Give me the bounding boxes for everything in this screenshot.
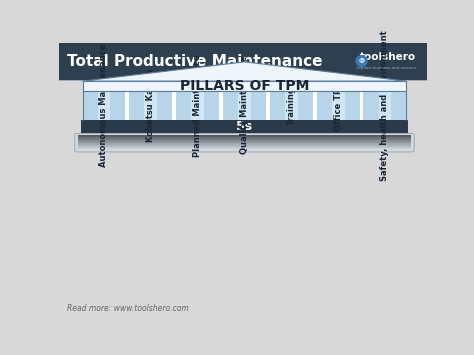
Text: Quality Maintenance: Quality Maintenance: [240, 56, 249, 154]
Bar: [78, 146, 411, 147]
Bar: [78, 136, 411, 137]
Bar: [332, 91, 345, 120]
Bar: [172, 91, 176, 120]
FancyBboxPatch shape: [75, 133, 414, 152]
Text: 5s: 5s: [237, 120, 253, 133]
Text: Safety, health and Environment: Safety, health and Environment: [381, 30, 390, 181]
Bar: [78, 144, 411, 145]
Bar: [266, 91, 270, 120]
Text: Planned Maintenance: Planned Maintenance: [193, 54, 202, 157]
Circle shape: [356, 56, 367, 66]
Bar: [223, 91, 266, 120]
Bar: [78, 138, 411, 139]
Bar: [78, 141, 411, 142]
Bar: [78, 149, 411, 151]
Bar: [78, 139, 411, 140]
Bar: [82, 91, 126, 120]
Text: Total Productive Maintenance: Total Productive Maintenance: [67, 54, 322, 69]
Bar: [364, 91, 406, 120]
Bar: [82, 81, 406, 91]
Bar: [59, 43, 427, 80]
Bar: [285, 91, 298, 120]
Bar: [360, 91, 364, 120]
Bar: [238, 91, 251, 120]
Bar: [126, 91, 129, 120]
Bar: [270, 91, 313, 120]
Bar: [98, 91, 110, 120]
Bar: [219, 91, 223, 120]
Bar: [145, 91, 157, 120]
Bar: [379, 91, 392, 120]
Bar: [81, 120, 408, 133]
Polygon shape: [82, 62, 406, 81]
Text: Read more: www.toolshero.com: Read more: www.toolshero.com: [67, 304, 189, 313]
Bar: [313, 91, 317, 120]
Text: Kobetsu Kaizen: Kobetsu Kaizen: [146, 69, 155, 142]
Text: explore business and science: explore business and science: [356, 66, 416, 70]
Bar: [78, 145, 411, 146]
Text: toolshero: toolshero: [360, 51, 416, 62]
Bar: [78, 135, 411, 136]
Text: @: @: [358, 59, 365, 64]
Bar: [78, 140, 411, 141]
Bar: [317, 91, 360, 120]
Text: Office TPM: Office TPM: [334, 80, 343, 131]
Bar: [78, 147, 411, 148]
Bar: [129, 91, 172, 120]
Text: Autonomous Maintenance: Autonomous Maintenance: [100, 44, 109, 167]
Text: PILLARS OF TPM: PILLARS OF TPM: [180, 79, 309, 93]
Bar: [176, 91, 219, 120]
Bar: [191, 91, 204, 120]
Bar: [78, 142, 411, 143]
Bar: [78, 143, 411, 144]
Bar: [78, 148, 411, 149]
Bar: [78, 137, 411, 138]
Text: Training: Training: [287, 86, 296, 125]
